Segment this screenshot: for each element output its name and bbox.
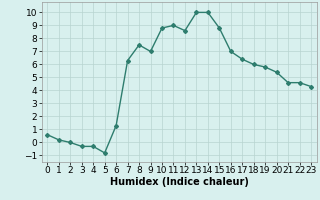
X-axis label: Humidex (Indice chaleur): Humidex (Indice chaleur) — [110, 177, 249, 187]
